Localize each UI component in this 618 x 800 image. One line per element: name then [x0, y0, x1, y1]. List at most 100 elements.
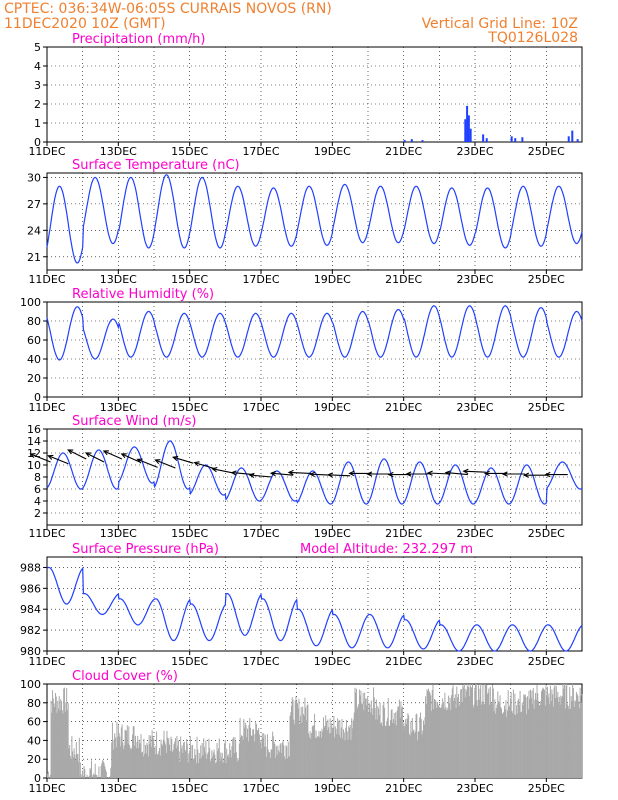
cloud-bar	[52, 690, 54, 778]
cloud-bar	[462, 685, 464, 778]
cloud-bar	[457, 693, 459, 778]
cloud-bar	[239, 717, 241, 778]
cloud-bar	[383, 701, 385, 778]
cloud-bar	[179, 761, 181, 778]
cloud-bar	[192, 744, 194, 778]
cloud-bar	[136, 741, 138, 778]
cloud-bar	[138, 739, 140, 778]
cloud-bar	[197, 749, 199, 778]
cloud-bar	[188, 753, 190, 778]
cloud-bar	[272, 736, 274, 778]
precip-bar	[485, 138, 488, 142]
cloud-bar	[575, 691, 577, 778]
cloud-bar	[305, 707, 307, 778]
cloud-bar	[206, 754, 208, 778]
y-tick-label: 980	[20, 645, 41, 658]
cloud-bar	[346, 731, 348, 778]
wind-arrow-head	[67, 449, 74, 455]
cloud-bar	[273, 741, 275, 778]
cloud-bar	[479, 688, 481, 778]
cloud-bar	[181, 745, 183, 778]
x-tick-label: 21DEC	[385, 782, 422, 795]
cloud-bar	[363, 710, 365, 778]
x-tick-label: 19DEC	[314, 655, 351, 668]
cloud-bar	[428, 688, 430, 778]
cloud-bar	[117, 736, 119, 778]
cloud-bar	[224, 739, 226, 778]
x-tick-label: 19DEC	[314, 145, 351, 158]
y-tick-label: 20	[27, 372, 41, 385]
cloud-bar	[446, 707, 448, 778]
cloud-bar	[70, 759, 72, 778]
cloud-bar	[395, 725, 397, 778]
wind-arrow-head	[230, 470, 237, 476]
cloud-bar	[335, 728, 337, 778]
cloud-bar	[381, 722, 383, 778]
cloud-bar	[543, 689, 545, 778]
cloud-bar	[244, 727, 246, 778]
cloud-bar	[378, 715, 380, 778]
cloud-bar	[104, 766, 106, 778]
cloud-bar	[130, 747, 132, 778]
cloud-bar	[210, 759, 212, 778]
cloud-bar	[170, 736, 172, 778]
cloud-bar	[429, 692, 431, 778]
cloud-bar	[303, 715, 305, 778]
cloud-bar	[564, 684, 566, 778]
cloud-bar	[342, 738, 344, 778]
y-tick-label: 80	[27, 697, 41, 710]
y-tick-label: 4	[34, 495, 41, 508]
cloud-bar	[222, 762, 224, 778]
cloud-bar	[190, 745, 192, 778]
cloud-bar	[388, 725, 390, 778]
cloud-bar	[317, 736, 319, 778]
cloud-bar	[547, 697, 549, 778]
cloud-bar	[198, 752, 200, 778]
cloud-bar	[489, 686, 491, 778]
cloud-bar	[444, 692, 446, 778]
wind-arrow	[137, 458, 158, 468]
cloud-bar	[360, 690, 362, 778]
cloud-bar	[103, 763, 105, 778]
cloud-bar	[553, 687, 555, 778]
cloud-bar	[276, 754, 278, 778]
cloud-bar	[527, 709, 529, 778]
cloud-bar	[119, 736, 121, 778]
cloud-bar	[413, 729, 415, 778]
cloud-bar	[184, 749, 186, 778]
cloud-bar	[431, 710, 433, 778]
x-tick-label: 13DEC	[100, 273, 137, 286]
cloud-bar	[421, 734, 423, 778]
cloud-bar	[96, 775, 98, 778]
cloud-bar	[392, 722, 394, 778]
x-tick-label: 25DEC	[528, 527, 565, 540]
wind-arrow-head	[120, 453, 127, 459]
cloud-bar	[113, 739, 115, 778]
cloud-bar	[309, 731, 311, 778]
cloud-bar	[90, 769, 92, 778]
cloud-bar	[498, 701, 500, 778]
wind-arrow-head	[269, 470, 276, 477]
cloud-bar	[287, 741, 289, 778]
cloud-bar	[337, 718, 339, 778]
cloud-bar	[352, 720, 354, 778]
cloud-bar	[395, 712, 397, 778]
cloud-bar	[272, 731, 274, 778]
cloud-bar	[494, 699, 496, 778]
cloud-bar	[316, 738, 318, 778]
cloud-bar	[387, 717, 389, 778]
cloud-bar	[275, 757, 277, 778]
cloud-bar	[331, 728, 333, 778]
cloud-bar	[402, 725, 404, 778]
cloud-bar	[567, 705, 569, 778]
precip-bar	[403, 140, 406, 142]
cloud-bar	[568, 708, 570, 778]
cloud-bar	[414, 731, 416, 778]
wind-arrow-head	[483, 470, 490, 477]
cloud-bar	[205, 740, 207, 778]
cloud-bar	[468, 687, 470, 778]
cloud-bar	[208, 738, 210, 778]
cloud-bar	[236, 761, 238, 778]
x-tick-label: 25DEC	[528, 273, 565, 286]
cloud-bar	[267, 749, 269, 778]
